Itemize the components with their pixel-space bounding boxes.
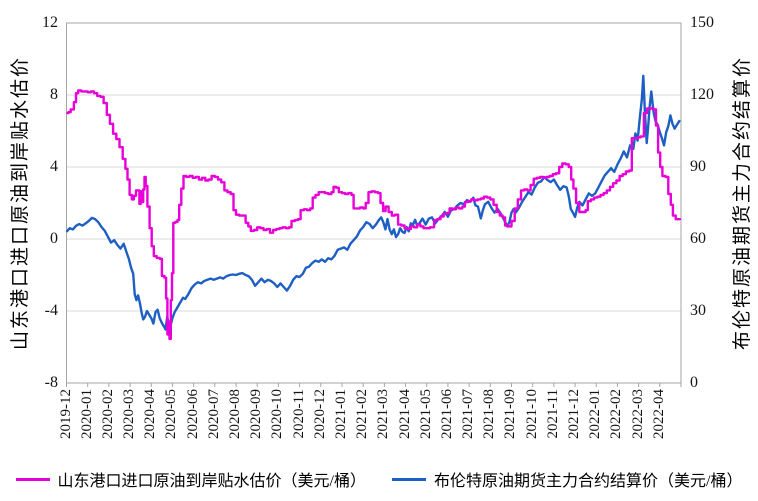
x-axis-label: 2022-01 [587, 389, 604, 439]
x-axis-label: 2021-03 [375, 389, 392, 439]
x-axis-label: 2021-09 [502, 389, 519, 439]
x-axis-label: 2021-10 [523, 389, 540, 439]
shandong-premium-line-swatch [15, 477, 50, 481]
right-axis-tick-label: 120 [690, 86, 714, 103]
x-axis-label: 2022-04 [650, 389, 667, 439]
x-axis-label: 2021-04 [396, 389, 413, 439]
x-axis-label: 2020-08 [227, 389, 244, 439]
gridlines [66, 94, 681, 312]
x-axis-label: 2021-11 [544, 389, 561, 439]
plot-area [65, 22, 682, 387]
x-axis-label: 2019-12 [57, 389, 74, 439]
legend-item-shandong-premium: 山东港口进口原油到岸贴水估价（美元/桶） [15, 467, 366, 491]
x-axis-label: 2021-05 [417, 389, 434, 439]
x-axis-label: 2020-11 [290, 389, 307, 439]
x-axis-label: 2020-04 [142, 389, 159, 439]
x-axis-label: 2021-08 [481, 389, 498, 439]
left-axis-tick-label: 0 [50, 230, 58, 247]
x-axis-label: 2020-01 [78, 389, 95, 439]
x-axis-label: 2020-09 [248, 389, 265, 439]
series-lines [65, 74, 682, 341]
left-axis-tick-label: 4 [50, 158, 58, 175]
x-axis-label: 2020-05 [163, 389, 180, 439]
x-axis-label: 2022-03 [629, 389, 646, 439]
left-axis-tick-label: 12 [42, 14, 58, 31]
right-axis-tick-label: 90 [690, 158, 706, 175]
left-axis-tick-label: -4 [44, 302, 58, 319]
x-axis-label: 2021-06 [438, 389, 455, 439]
x-axis-label: 2021-01 [332, 389, 349, 439]
legend-label-brent-settlement: 布伦特原油期货主力合约结算价（美元/桶） [434, 473, 743, 490]
x-axis-label: 2021-12 [566, 389, 583, 439]
legend-label-shandong-premium: 山东港口进口原油到岸贴水估价（美元/桶） [57, 473, 366, 490]
right-axis-tick-label: 30 [690, 302, 706, 319]
x-axis-label: 2020-10 [269, 389, 286, 439]
series-line-brent-settlement [65, 74, 681, 331]
right-axis-tick-label: 0 [690, 374, 698, 391]
x-axis-label: 2020-02 [99, 389, 116, 439]
x-axis-label: 2022-02 [608, 389, 625, 439]
right-axis-tick-label: 150 [690, 14, 714, 31]
left-axis-tick-label: -8 [44, 374, 58, 391]
legend-item-brent-settlement: 布伦特原油期货主力合约结算价（美元/桶） [392, 467, 742, 491]
brent-settlement-line-swatch [392, 477, 426, 481]
series-line-shandong-premium [66, 89, 682, 341]
right-axis-tick-label: 60 [690, 230, 706, 247]
left-axis-tick-label: 8 [50, 86, 58, 103]
x-axis-tick-marks [66, 383, 682, 387]
legend: 山东港口进口原油到岸贴水估价（美元/桶） 布伦特原油期货主力合约结算价（美元/桶… [0, 464, 758, 494]
plot-border [66, 22, 682, 384]
x-axis-label: 2020-03 [121, 389, 138, 439]
x-axis-label: 2020-07 [205, 389, 222, 439]
x-axis-label: 2020-06 [184, 389, 201, 439]
x-axis-label: 2021-02 [354, 389, 371, 439]
x-axis-label: 2020-12 [311, 389, 328, 439]
x-axis-label: 2021-07 [460, 389, 477, 439]
